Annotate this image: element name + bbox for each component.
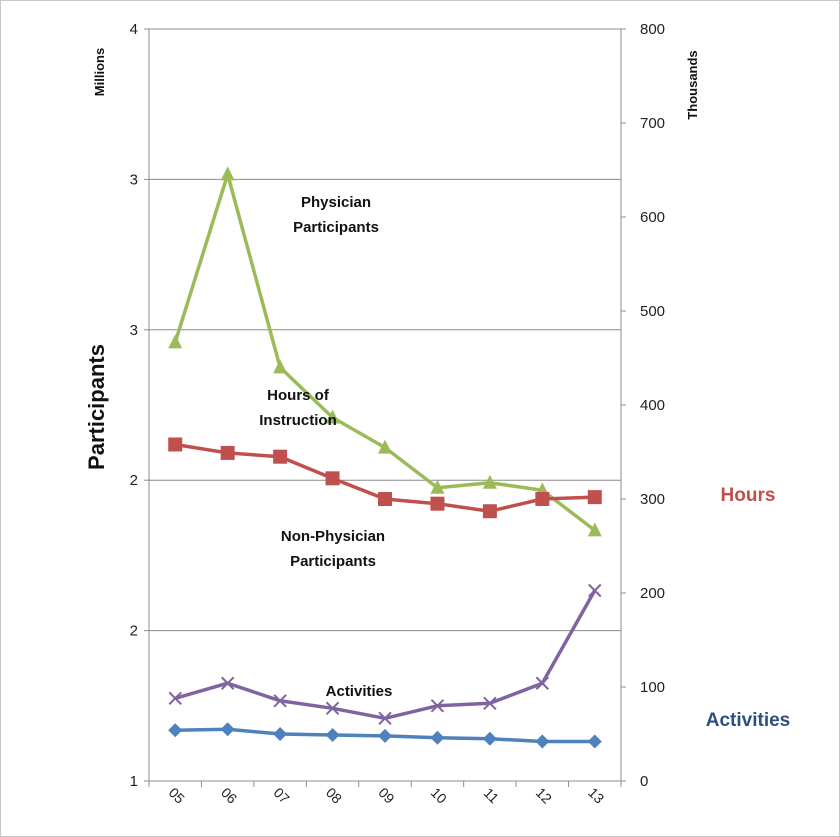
data-point [325,471,340,486]
left-tick-label: 2 [130,472,138,489]
series-activities [168,722,602,749]
data-point [482,504,497,519]
data-point [587,734,602,749]
data-point [482,731,497,746]
data-point-stroke [220,676,235,690]
annotation-physician-line1: Physician [301,194,371,211]
data-point [273,727,288,741]
left-unit-label: Millions [92,48,107,96]
data-point [535,734,550,749]
data-point [168,691,182,705]
data-point [168,437,183,452]
left-tick-label: 4 [130,21,138,38]
data-point [325,409,340,424]
right-tick-label: 200 [640,585,665,602]
right-tick-label: 0 [640,773,648,790]
series-lines [168,166,602,749]
right-tick-label: 800 [640,21,665,38]
data-point [378,492,392,506]
data-point-stroke [483,696,497,711]
annotation-non-physician-line2: Participants [290,553,376,570]
series-line [173,172,596,532]
x-tick-label: 13 [585,784,607,806]
data-point [378,439,392,454]
data-point-stroke [588,583,602,598]
series-non-physician-participants [168,583,602,726]
data-point [220,722,235,737]
data-point [220,166,235,181]
right-unit-label: Thousands [685,50,700,119]
right-tick-label: 400 [640,397,665,414]
y-axis-title: Participants [84,344,109,470]
data-point [535,492,550,506]
data-point [378,711,392,726]
data-point-stroke [430,699,445,713]
data-point [587,522,602,537]
data-point [168,334,183,349]
data-point [430,699,445,713]
data-point [587,490,602,505]
x-tick-label: 07 [270,784,292,806]
left-tick-label: 3 [130,322,138,339]
data-point [588,583,602,598]
data-point [430,479,445,494]
data-point [273,359,288,374]
data-point-stroke [378,711,392,726]
data-point [483,696,497,711]
data-point [273,694,287,708]
x-tick-label: 09 [375,784,397,806]
annotation-non-physician-line1: Non-Physician [281,528,385,545]
data-point-stroke [535,676,550,690]
x-tick-label: 11 [481,785,503,807]
annotation-activities: Activities [326,683,393,700]
data-point [273,449,288,464]
data-point [168,723,183,738]
data-point [430,496,445,511]
data-point [220,676,235,690]
x-tick-label: 12 [533,784,555,806]
series-physician-participants [168,166,602,537]
left-tick-label: 1 [130,773,138,790]
data-point-stroke [168,691,182,705]
x-tick-label: 06 [218,784,240,806]
annotation-hours-line2: Instruction [259,412,337,429]
annotation-physician-line2: Participants [293,219,379,236]
series-hours-of-instruction [168,437,602,519]
gridlines [149,178,621,632]
x-tick-label: 10 [428,784,450,806]
data-point [430,730,445,745]
axes [144,28,626,787]
data-point [325,727,340,742]
annotation-hours-line1: Hours of [267,387,330,404]
data-point [220,445,235,460]
data-point [325,701,340,716]
left-tick-label: 2 [130,623,138,640]
data-point [378,728,392,743]
right-tick-label: 700 [640,115,665,132]
side-label-hours: Hours [721,485,776,506]
data-point-stroke [273,694,287,708]
x-tick-label: 05 [166,784,188,806]
x-tick-label: 08 [323,784,345,806]
data-point-stroke [325,701,340,716]
data-point [482,474,497,489]
right-tick-label: 300 [640,491,665,508]
right-tick-label: 600 [640,209,665,226]
side-label-activities: Activities [706,710,790,731]
data-point [535,676,550,690]
right-tick-label: 100 [640,679,665,696]
right-tick-label: 500 [640,303,665,320]
left-tick-label: 3 [130,171,138,188]
